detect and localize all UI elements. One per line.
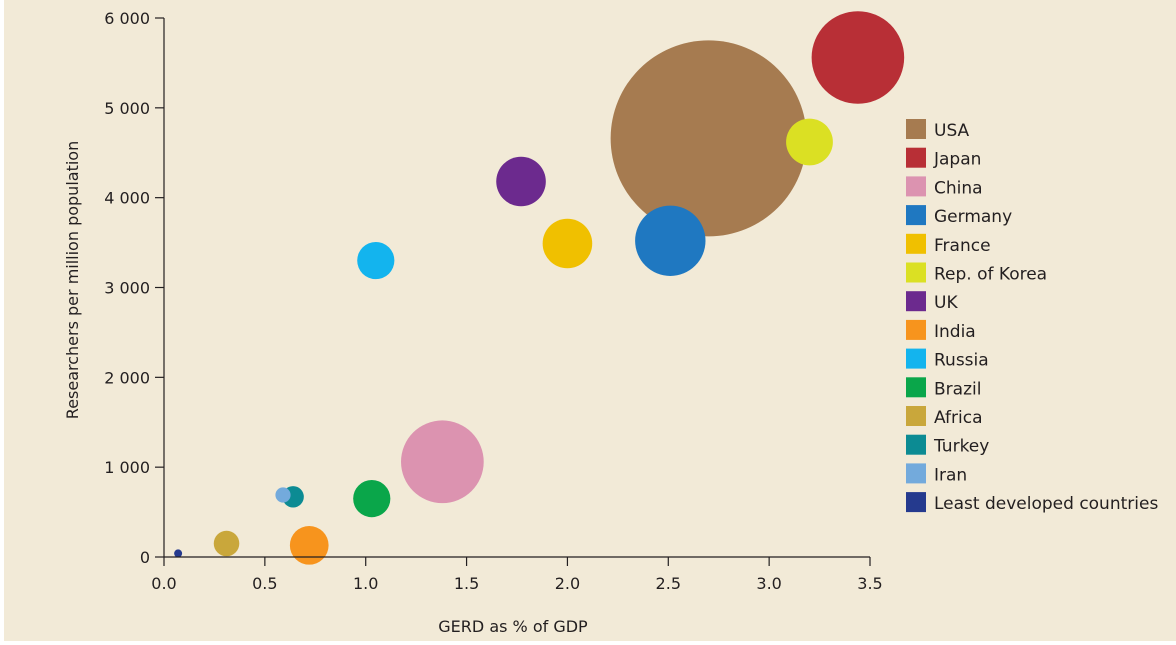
bubble-least-developed-countries xyxy=(174,549,183,558)
legend-label: Germany xyxy=(934,207,1012,227)
legend-swatch xyxy=(906,348,926,369)
legend: USA Japan China Germany France Rep. of Korea U… xyxy=(906,119,1158,514)
legend-swatch xyxy=(906,233,926,254)
legend-swatch xyxy=(906,147,926,168)
x-ticks: 0.0 0.5 1.0 1.5 2.0 2.5 3.0 3.5 xyxy=(151,557,883,593)
bubble-iran xyxy=(275,487,291,503)
legend-swatch xyxy=(906,119,926,139)
legend-label: Iran xyxy=(934,465,967,485)
legend-swatch xyxy=(906,205,926,226)
legend-label: India xyxy=(934,322,976,342)
y-tick-label: 6 000 xyxy=(104,9,150,28)
x-tick-label: 0.5 xyxy=(252,574,277,593)
y-axis-title: Researchers per million population xyxy=(63,141,82,419)
legend-label: Turkey xyxy=(933,437,989,457)
y-tick-label: 5 000 xyxy=(104,99,150,118)
bubble-china xyxy=(401,420,484,504)
y-tick-label: 1 000 xyxy=(104,458,150,477)
legend-swatch xyxy=(906,377,926,398)
bubble-germany xyxy=(635,205,706,276)
bubble-rep-of-korea xyxy=(786,118,833,166)
x-tick-label: 2.0 xyxy=(555,574,580,593)
bubble-france xyxy=(542,218,593,269)
legend-swatch xyxy=(906,262,926,283)
x-tick-label: 3.5 xyxy=(857,574,882,593)
bubble-brazil xyxy=(353,480,391,518)
legend-label: USA xyxy=(934,121,970,141)
legend-label: Russia xyxy=(934,351,989,371)
legend-label: China xyxy=(934,178,983,198)
legend-swatch xyxy=(906,319,926,340)
x-tick-label: 1.5 xyxy=(454,574,479,593)
legend-label: Brazil xyxy=(934,379,981,399)
x-axis-title: GERD as % of GDP xyxy=(438,617,588,636)
x-tick-label: 1.0 xyxy=(353,574,378,593)
legend-label: France xyxy=(934,236,991,256)
legend-swatch xyxy=(906,434,926,455)
y-tick-label: 2 000 xyxy=(104,368,150,387)
legend-swatch xyxy=(906,291,926,312)
legend-label: UK xyxy=(934,293,958,313)
legend-swatch xyxy=(906,463,926,484)
legend-swatch xyxy=(906,492,926,513)
x-tick-label: 3.0 xyxy=(756,574,781,593)
bubble-usa xyxy=(610,40,807,237)
bubble-layer xyxy=(174,11,905,565)
y-tick-label: 4 000 xyxy=(104,189,150,208)
legend-swatch xyxy=(906,176,926,197)
bubble-india xyxy=(289,525,329,565)
bubble-russia xyxy=(357,241,395,280)
legend-swatch xyxy=(906,406,926,426)
bubble-uk xyxy=(496,156,546,207)
legend-label: Japan xyxy=(933,150,981,170)
y-tick-label: 0 xyxy=(140,548,150,567)
x-tick-label: 0.0 xyxy=(151,574,176,593)
y-tick-label: 3 000 xyxy=(104,279,150,298)
bubble-japan xyxy=(811,11,905,104)
legend-label: Rep. of Korea xyxy=(934,265,1047,285)
bubble-africa xyxy=(213,530,240,557)
legend-label: Africa xyxy=(934,408,983,428)
y-ticks: 0 1 000 2 000 3 000 4 000 5 000 6 000 xyxy=(104,9,164,567)
legend-label: Least developed countries xyxy=(934,494,1158,514)
x-tick-label: 2.5 xyxy=(656,574,681,593)
bubble-chart: 0.0 0.5 1.0 1.5 2.0 2.5 3.0 3.5 0 1 000 2 000 3 00… xyxy=(63,9,1158,636)
chart-panel: 0.0 0.5 1.0 1.5 2.0 2.5 3.0 3.5 0 1 000 2 000 3 00… xyxy=(4,0,1176,641)
